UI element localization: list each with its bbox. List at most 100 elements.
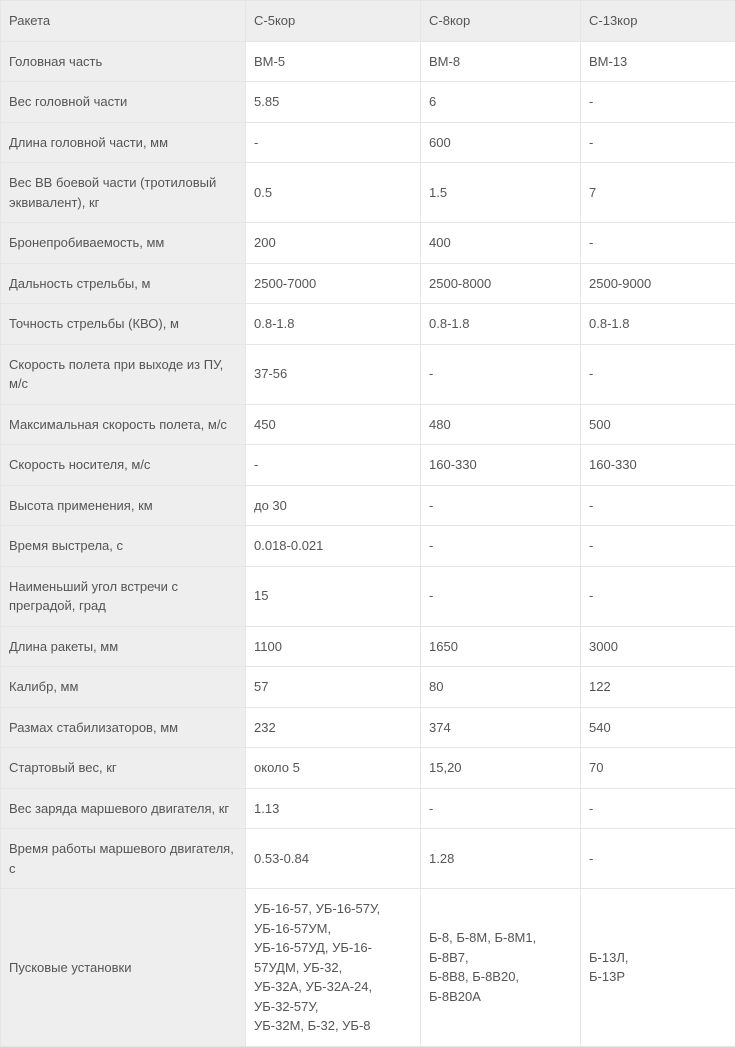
table-row: Точность стрельбы (КВО), м0.8-1.80.8-1.8… [1, 304, 735, 345]
cell-value: 200 [246, 223, 421, 264]
cell-value: 450 [246, 404, 421, 445]
rocket-spec-table: Ракета С-5кор С-8кор С-13кор Головная ча… [0, 0, 735, 1047]
row-label: Время выстрела, с [1, 526, 246, 567]
cell-value: - [581, 82, 735, 123]
table-row: Время работы маршевого двигателя, с0.53-… [1, 829, 735, 889]
table-row: Вес головной части5.856- [1, 82, 735, 123]
col-header: С-8кор [421, 1, 581, 42]
cell-value: 160-330 [581, 445, 735, 486]
table-row: Дальность стрельбы, м2500-70002500-80002… [1, 263, 735, 304]
table-row: Длина ракеты, мм110016503000 [1, 626, 735, 667]
cell-value: 70 [581, 748, 735, 789]
cell-value: - [421, 344, 581, 404]
cell-value: - [581, 223, 735, 264]
table-row: Вес ВВ боевой части (тротиловый эквивале… [1, 163, 735, 223]
row-label: Калибр, мм [1, 667, 246, 708]
cell-value: - [246, 445, 421, 486]
cell-value: 1.28 [421, 829, 581, 889]
cell-value: 5.85 [246, 82, 421, 123]
row-label: Время работы маршевого двигателя, с [1, 829, 246, 889]
cell-value: 480 [421, 404, 581, 445]
cell-value: - [581, 344, 735, 404]
cell-value: 15,20 [421, 748, 581, 789]
row-label: Стартовый вес, кг [1, 748, 246, 789]
table-row: Головная частьВМ-5ВМ-8ВМ-13 [1, 41, 735, 82]
cell-value: ВМ-13 [581, 41, 735, 82]
cell-value: 2500-9000 [581, 263, 735, 304]
row-label: Длина головной части, мм [1, 122, 246, 163]
row-label: Вес ВВ боевой части (тротиловый эквивале… [1, 163, 246, 223]
table-row: Длина головной части, мм-600- [1, 122, 735, 163]
row-label: Вес головной части [1, 82, 246, 123]
cell-value: 1.13 [246, 788, 421, 829]
cell-value: Б-13Л, Б-13Р [581, 889, 735, 1047]
table-row: Наименьший угол встречи с преградой, гра… [1, 566, 735, 626]
cell-value: 2500-8000 [421, 263, 581, 304]
cell-value: 600 [421, 122, 581, 163]
cell-value: 37-56 [246, 344, 421, 404]
table-row: Вес заряда маршевого двигателя, кг1.13-- [1, 788, 735, 829]
cell-value: - [581, 485, 735, 526]
col-header: С-5кор [246, 1, 421, 42]
cell-value: - [246, 122, 421, 163]
row-label: Дальность стрельбы, м [1, 263, 246, 304]
cell-value: - [421, 788, 581, 829]
cell-value: - [581, 122, 735, 163]
table-row: Высота применения, кмдо 30-- [1, 485, 735, 526]
cell-value: ВМ-8 [421, 41, 581, 82]
table-row: Максимальная скорость полета, м/с4504805… [1, 404, 735, 445]
cell-value: - [581, 788, 735, 829]
row-label: Высота применения, км [1, 485, 246, 526]
cell-value: 0.8-1.8 [246, 304, 421, 345]
cell-value: - [581, 526, 735, 567]
cell-value: - [421, 526, 581, 567]
table-row: Скорость полета при выходе из ПУ, м/с37-… [1, 344, 735, 404]
cell-value: 7 [581, 163, 735, 223]
row-label: Пусковые установки [1, 889, 246, 1047]
cell-value: 160-330 [421, 445, 581, 486]
cell-value: - [581, 566, 735, 626]
row-label: Головная часть [1, 41, 246, 82]
table-row: Размах стабилизаторов, мм232374540 [1, 707, 735, 748]
cell-value: 1650 [421, 626, 581, 667]
cell-value: 3000 [581, 626, 735, 667]
cell-value: - [581, 829, 735, 889]
cell-value: до 30 [246, 485, 421, 526]
row-label: Максимальная скорость полета, м/с [1, 404, 246, 445]
cell-value: УБ-16-57, УБ-16-57У, УБ-16-57УМ, УБ-16-5… [246, 889, 421, 1047]
table-row: Время выстрела, с0.018-0.021-- [1, 526, 735, 567]
row-label: Скорость носителя, м/с [1, 445, 246, 486]
col-header: Ракета [1, 1, 246, 42]
cell-value: 0.8-1.8 [581, 304, 735, 345]
row-label: Точность стрельбы (КВО), м [1, 304, 246, 345]
table-row: Калибр, мм5780122 [1, 667, 735, 708]
cell-value: 232 [246, 707, 421, 748]
cell-value: 6 [421, 82, 581, 123]
row-label: Бронепробиваемость, мм [1, 223, 246, 264]
cell-value: - [421, 566, 581, 626]
cell-value: 500 [581, 404, 735, 445]
row-label: Вес заряда маршевого двигателя, кг [1, 788, 246, 829]
cell-value: 122 [581, 667, 735, 708]
cell-value: 0.018-0.021 [246, 526, 421, 567]
table-header-row: Ракета С-5кор С-8кор С-13кор [1, 1, 735, 42]
cell-value: 0.53-0.84 [246, 829, 421, 889]
row-label: Размах стабилизаторов, мм [1, 707, 246, 748]
cell-value: 1100 [246, 626, 421, 667]
cell-value: ВМ-5 [246, 41, 421, 82]
table-row: Бронепробиваемость, мм200400- [1, 223, 735, 264]
cell-value: 374 [421, 707, 581, 748]
cell-value: около 5 [246, 748, 421, 789]
cell-value: 400 [421, 223, 581, 264]
cell-value: 0.5 [246, 163, 421, 223]
cell-value: Б-8, Б-8М, Б-8М1, Б-8В7, Б-8В8, Б-8В20, … [421, 889, 581, 1047]
cell-value: - [421, 485, 581, 526]
table-row: Стартовый вес, кгоколо 515,2070 [1, 748, 735, 789]
cell-value: 15 [246, 566, 421, 626]
row-label: Длина ракеты, мм [1, 626, 246, 667]
row-label: Наименьший угол встречи с преградой, гра… [1, 566, 246, 626]
cell-value: 2500-7000 [246, 263, 421, 304]
table-row: Пусковые установкиУБ-16-57, УБ-16-57У, У… [1, 889, 735, 1047]
cell-value: 57 [246, 667, 421, 708]
cell-value: 540 [581, 707, 735, 748]
